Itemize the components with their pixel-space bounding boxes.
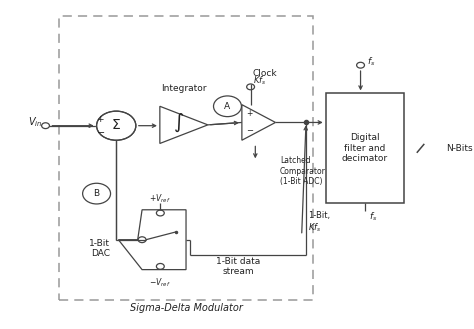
Text: $-V_{ref}$: $-V_{ref}$ — [149, 276, 171, 289]
Circle shape — [82, 183, 110, 204]
Circle shape — [213, 96, 241, 116]
Bar — [326, 93, 404, 203]
Circle shape — [97, 111, 136, 140]
Text: Digital
filter and
decimator: Digital filter and decimator — [342, 134, 388, 163]
Text: $V_{in}$: $V_{in}$ — [28, 115, 43, 129]
Text: $+V_{ref}$: $+V_{ref}$ — [149, 192, 171, 205]
Polygon shape — [160, 106, 208, 143]
Text: $\Sigma$: $\Sigma$ — [111, 118, 121, 132]
Text: Integrator: Integrator — [161, 84, 207, 93]
Text: $f_s$: $f_s$ — [367, 56, 375, 68]
Text: +: + — [96, 115, 104, 124]
Text: Clock: Clock — [253, 69, 277, 78]
Text: 1-Bit data
stream: 1-Bit data stream — [216, 257, 261, 276]
Text: 1-Bit
DAC: 1-Bit DAC — [89, 239, 109, 258]
Text: −: − — [246, 126, 253, 135]
Text: $\int$: $\int$ — [173, 112, 183, 135]
Text: −: − — [97, 128, 105, 138]
Text: $f_s$: $f_s$ — [369, 210, 378, 222]
Text: $Kf_s$: $Kf_s$ — [253, 75, 266, 87]
Text: +: + — [246, 109, 253, 118]
Text: B: B — [93, 189, 100, 198]
Text: Latched
Comparator
(1-Bit ADC): Latched Comparator (1-Bit ADC) — [280, 156, 326, 186]
Polygon shape — [242, 105, 275, 140]
Text: Sigma-Delta Modulator: Sigma-Delta Modulator — [129, 303, 243, 314]
Text: 1-Bit,
$Kf_s$: 1-Bit, $Kf_s$ — [308, 211, 330, 234]
Text: A: A — [224, 102, 230, 111]
Text: N-Bits: N-Bits — [446, 144, 472, 153]
Bar — [60, 16, 312, 300]
Polygon shape — [118, 210, 186, 270]
